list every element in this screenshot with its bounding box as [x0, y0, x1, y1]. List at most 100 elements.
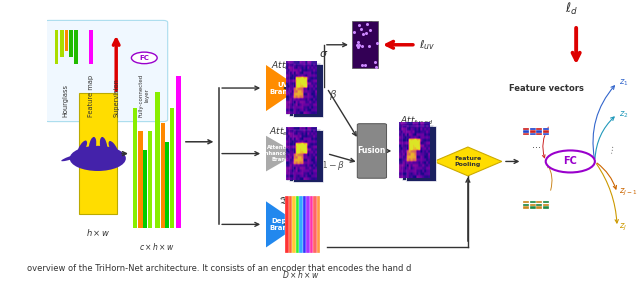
Bar	[406, 126, 436, 181]
Bar	[536, 204, 542, 206]
Ellipse shape	[89, 137, 96, 155]
Text: $\ell_{uv}$: $\ell_{uv}$	[419, 38, 435, 52]
Bar	[536, 133, 542, 135]
Bar	[289, 195, 292, 253]
Bar	[289, 63, 320, 116]
Bar	[352, 21, 378, 68]
Text: FC: FC	[563, 157, 577, 166]
Text: $Att_{fused}$: $Att_{fused}$	[401, 115, 433, 127]
Text: FC: FC	[140, 55, 149, 61]
Bar	[530, 128, 536, 130]
Text: Feature vectors: Feature vectors	[509, 83, 584, 92]
Bar	[65, 30, 68, 51]
Bar	[296, 195, 299, 253]
Bar	[543, 128, 548, 130]
Bar	[536, 206, 542, 209]
Bar	[524, 201, 529, 203]
Bar	[310, 195, 313, 253]
Text: UV
Branch: UV Branch	[269, 81, 297, 94]
Bar	[524, 128, 529, 130]
Bar	[543, 206, 548, 209]
Bar	[286, 127, 316, 180]
Bar	[143, 150, 147, 228]
Bar	[524, 204, 529, 206]
Bar	[60, 30, 63, 57]
Bar	[148, 131, 152, 228]
Text: Fully-connected
layer: Fully-connected layer	[139, 74, 150, 117]
Bar	[524, 133, 529, 135]
Bar	[530, 130, 536, 133]
Bar	[399, 124, 429, 179]
Bar	[530, 204, 536, 206]
Bar	[170, 108, 174, 228]
Polygon shape	[266, 65, 300, 111]
Text: $\sigma$: $\sigma$	[319, 49, 328, 59]
Text: $\ell_d$: $\ell_d$	[565, 1, 578, 17]
Text: $\mathfrak{D}$: $\mathfrak{D}$	[278, 195, 290, 206]
Bar	[403, 125, 433, 180]
Text: $z_2$: $z_2$	[619, 109, 628, 120]
Text: $D\times h\times w$: $D\times h\times w$	[282, 269, 320, 280]
Bar	[524, 206, 529, 209]
Bar	[293, 130, 323, 182]
Text: Attention
Enhancement
Branch: Attention Enhancement Branch	[261, 145, 301, 162]
Bar	[536, 128, 542, 130]
Text: $z_1$: $z_1$	[619, 78, 628, 88]
Ellipse shape	[61, 153, 83, 161]
Text: Depth
Branch: Depth Branch	[269, 218, 297, 231]
Bar	[286, 62, 316, 114]
Bar	[299, 195, 303, 253]
Bar	[536, 130, 542, 133]
Bar	[89, 30, 93, 65]
Bar	[285, 195, 289, 253]
Text: Hourglass: Hourglass	[63, 84, 69, 117]
Bar	[543, 133, 548, 135]
Polygon shape	[266, 136, 297, 171]
Bar	[138, 131, 143, 228]
Bar	[289, 129, 320, 181]
Text: ...: ...	[532, 140, 541, 151]
Bar	[530, 133, 536, 135]
Text: overview of the TriHorn-Net architecture. It consists of an encoder that encodes: overview of the TriHorn-Net architecture…	[27, 264, 412, 273]
Text: $Att_{uv}$: $Att_{uv}$	[271, 60, 295, 72]
Text: $c\times h\times w$: $c\times h\times w$	[139, 241, 175, 252]
Text: $\beta$: $\beta$	[328, 88, 337, 102]
Text: ...: ...	[604, 143, 615, 154]
Bar	[177, 76, 180, 228]
Bar	[317, 195, 320, 253]
Polygon shape	[266, 201, 300, 247]
Bar	[55, 30, 58, 65]
Text: Feature
Pooling: Feature Pooling	[454, 156, 481, 167]
Bar	[74, 30, 77, 65]
Text: $z_{J-1}$: $z_{J-1}$	[619, 187, 637, 199]
Ellipse shape	[109, 141, 118, 157]
Circle shape	[546, 150, 595, 173]
Bar	[79, 93, 116, 214]
Bar	[530, 201, 536, 203]
FancyBboxPatch shape	[44, 20, 168, 122]
Bar	[133, 108, 137, 228]
Circle shape	[70, 146, 126, 171]
Bar	[530, 206, 536, 209]
Text: Supervision: Supervision	[113, 78, 119, 117]
Bar	[543, 130, 548, 133]
Circle shape	[131, 52, 157, 64]
Text: Fusion: Fusion	[358, 146, 386, 155]
Text: Feature map: Feature map	[88, 75, 93, 117]
Polygon shape	[434, 147, 502, 176]
Text: $z_J$: $z_J$	[619, 221, 627, 233]
Bar	[292, 195, 296, 253]
Bar	[313, 195, 317, 253]
Ellipse shape	[100, 137, 108, 155]
Text: $H^{2D}$: $H^{2D}$	[355, 19, 374, 33]
Bar	[543, 201, 548, 203]
Bar	[303, 195, 306, 253]
FancyBboxPatch shape	[357, 124, 387, 178]
Bar	[69, 30, 73, 57]
Bar	[524, 130, 529, 133]
Text: $h\times w$: $h\times w$	[86, 227, 110, 238]
Bar	[306, 195, 310, 253]
Text: $Att_{enh}$: $Att_{enh}$	[269, 125, 296, 138]
Bar	[161, 124, 164, 228]
Bar	[543, 204, 548, 206]
